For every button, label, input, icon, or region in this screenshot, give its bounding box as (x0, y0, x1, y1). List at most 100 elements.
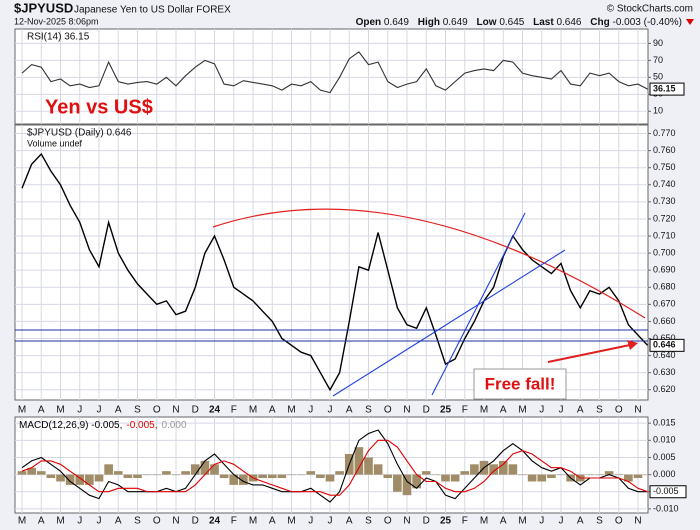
histogram-bar (162, 471, 171, 475)
last-value-label: 36.15 (653, 83, 676, 93)
arrow-line (547, 344, 631, 363)
x-tick-label: 24 (209, 516, 221, 527)
x-tick-label: M (480, 516, 488, 527)
x-tick-label: J (308, 516, 313, 527)
last-value-box (649, 82, 685, 96)
x-tick-label: F (462, 405, 468, 416)
histogram-bar (200, 460, 210, 475)
source: © StockCharts.com (607, 4, 693, 15)
series-line (21, 51, 648, 94)
title-part: 0.000 (162, 420, 187, 431)
down-arrow (686, 19, 694, 25)
quote-label: High (418, 17, 440, 28)
y-tick-label: 0.000 (653, 469, 676, 479)
x-tick-label: D (192, 405, 199, 416)
x-tick-label: A (269, 516, 276, 527)
arrow-head (627, 340, 638, 350)
x-tick-label: M (56, 516, 64, 527)
histogram-bar (181, 471, 190, 475)
histogram-bar (46, 474, 56, 479)
histogram-bar (547, 474, 556, 479)
x-tick-label: O (615, 405, 623, 416)
histogram-bar (498, 460, 508, 475)
x-tick-label: F (231, 405, 237, 416)
histogram-bar (373, 464, 383, 475)
histogram-bar (537, 474, 547, 482)
x-tick-label: O (153, 405, 161, 416)
x-tick-label: N (403, 405, 410, 416)
histogram-bar (325, 474, 335, 482)
histogram-bar (133, 474, 142, 479)
x-tick-label: M (18, 405, 26, 416)
title-part: -0.005, (126, 420, 157, 431)
x-tick-label: S (365, 405, 372, 416)
x-tick-label: J (328, 405, 333, 416)
histogram-bar (113, 471, 123, 475)
x-tick-label: A (577, 516, 584, 527)
histogram-bar (306, 471, 316, 475)
histogram-bar (604, 471, 614, 475)
trend-line (431, 212, 526, 396)
y-tick-label: 0.700 (653, 247, 676, 257)
y-tick-label: 0.760 (653, 145, 676, 155)
x-tick-label: A (346, 516, 353, 527)
histogram-bar (190, 464, 200, 475)
x-tick-label: O (153, 516, 161, 527)
x-tick-label: N (403, 516, 410, 527)
x-tick-label: S (365, 516, 372, 527)
x-tick-label: J (77, 405, 82, 416)
histogram-bar (335, 471, 344, 475)
y-tick-label: 0.640 (653, 350, 676, 360)
x-tick-label: S (134, 405, 141, 416)
histogram-bar (267, 474, 277, 479)
x-tick-label: O (384, 516, 392, 527)
x-tick-label: A (500, 405, 507, 416)
quote-value: 0.649 (384, 17, 409, 28)
x-tick-label: J (328, 516, 333, 527)
y-tick-label: 0.010 (653, 435, 676, 445)
histogram-bar (421, 471, 431, 475)
quote-value: -0.003 (-0.40%) (613, 17, 682, 28)
y-tick-label: 0.650 (653, 333, 676, 343)
histogram-bar (36, 471, 46, 475)
y-tick-label: 0.630 (653, 367, 676, 377)
histogram-bar (624, 474, 633, 482)
x-tick-label: A (346, 405, 353, 416)
histogram-bar (364, 457, 373, 475)
symbol: $JPYUSD (14, 0, 73, 15)
x-tick-label: S (596, 405, 603, 416)
x-tick-label: A (115, 405, 122, 416)
series-line (21, 429, 648, 503)
histogram-bar (450, 474, 460, 482)
x-tick-label: D (423, 516, 430, 527)
x-tick-label: O (615, 516, 623, 527)
quote-value: 0.649 (443, 17, 468, 28)
x-tick-label: A (38, 516, 45, 527)
x-tick-label: M (249, 516, 257, 527)
histogram-bar (595, 474, 604, 476)
histogram-bar (412, 474, 421, 489)
last-value-box (649, 338, 685, 352)
x-tick-label: J (559, 516, 564, 527)
x-tick-label: J (77, 516, 82, 527)
y-tick-label: 70 (653, 55, 663, 65)
x-tick-label: D (423, 405, 430, 416)
histogram-bar (556, 474, 566, 476)
x-tick-label: F (462, 516, 468, 527)
panel-title: MACD(12,26,9) -0.005, -0.005, 0.000 (19, 420, 187, 431)
histogram-bar (17, 471, 27, 475)
histogram-bar (123, 474, 133, 479)
last-value-box (649, 485, 687, 499)
quote-label: Last (533, 17, 554, 28)
y-tick-label: 10 (653, 106, 663, 116)
x-tick-label: A (38, 405, 45, 416)
y-tick-label: 0.750 (653, 162, 676, 172)
histogram-bar (518, 474, 527, 476)
histogram-bar (585, 474, 595, 476)
histogram-bar (85, 474, 94, 485)
x-tick-label: A (115, 516, 122, 527)
x-tick-label: M (518, 405, 526, 416)
x-tick-label: M (287, 516, 295, 527)
y-tick-label: 0.660 (653, 316, 676, 326)
annotation: Free fall! (485, 374, 556, 393)
